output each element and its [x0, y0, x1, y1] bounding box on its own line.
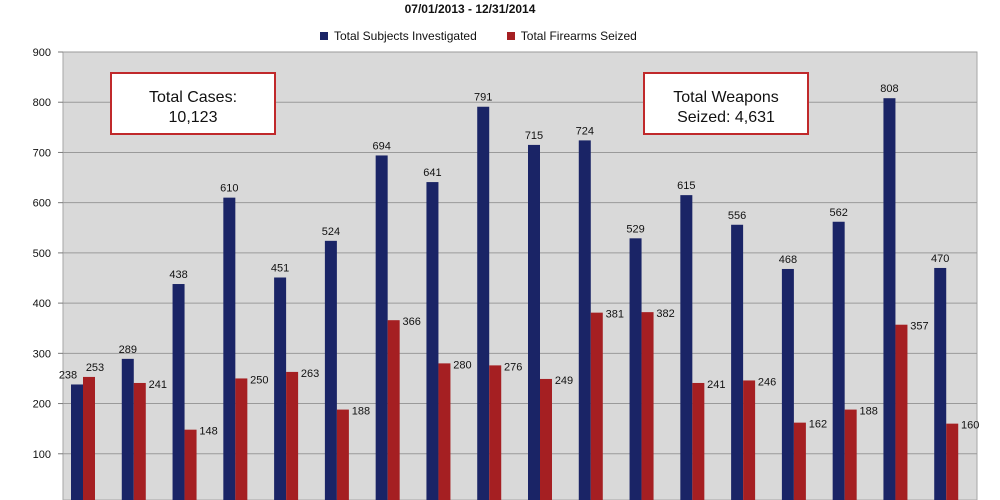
bar-subjects [121, 358, 134, 500]
data-label-subjects: 724 [576, 125, 594, 137]
bar-subjects [426, 182, 439, 500]
legend-item-firearms: Total Firearms Seized [506, 29, 637, 43]
bar-firearms [540, 378, 552, 500]
total-cases-label: Total Cases: [148, 89, 238, 106]
y-tick-label: 100 [33, 449, 51, 461]
data-label-subjects: 694 [372, 140, 390, 152]
total-cases-value: 10,123 [168, 109, 218, 126]
data-label-subjects: 808 [880, 83, 898, 95]
bar-subjects [883, 98, 896, 500]
data-label-firearms: 188 [859, 406, 877, 418]
data-label-subjects: 715 [525, 130, 543, 142]
bar-subjects [832, 221, 845, 500]
y-tick-label: 500 [33, 248, 51, 260]
y-tick-label: 300 [33, 348, 51, 360]
bar-subjects [172, 284, 185, 500]
data-label-firearms: 263 [301, 368, 319, 380]
bar-subjects [680, 195, 693, 500]
bar-firearms [438, 363, 451, 500]
data-label-subjects: 562 [829, 207, 847, 219]
bar-firearms [83, 376, 95, 500]
bar-firearms [489, 365, 502, 500]
data-label-subjects: 451 [271, 262, 289, 274]
bar-firearms [133, 382, 146, 500]
bar-firearms [184, 429, 197, 500]
data-label-firearms: 250 [250, 374, 268, 386]
bar-firearms [844, 409, 857, 500]
data-label-subjects: 438 [169, 269, 187, 281]
chart-legend: Total Subjects Investigated Total Firear… [320, 29, 637, 43]
total-weapons-label: Total Weapons [673, 89, 779, 106]
bar-subjects [781, 268, 794, 500]
y-tick-label: 200 [33, 399, 51, 411]
y-tick-label: 800 [33, 97, 51, 109]
data-label-subjects: 238 [59, 369, 77, 381]
bar-firearms [286, 371, 299, 500]
bar-subjects [223, 197, 236, 500]
bar-firearms [590, 312, 603, 500]
data-label-subjects: 468 [779, 254, 797, 266]
legend-item-subjects: Total Subjects Investigated [320, 29, 477, 43]
data-label-firearms: 253 [86, 362, 104, 374]
legend-label-firearms: Total Firearms Seized [520, 29, 637, 43]
legend-swatch-firearms [506, 32, 515, 40]
bar-subjects [324, 240, 337, 500]
data-label-subjects: 791 [474, 92, 492, 104]
bar-firearms [336, 409, 349, 500]
data-label-subjects: 615 [677, 180, 695, 192]
y-tick-label: 900 [33, 47, 51, 59]
bar-firearms [387, 320, 400, 500]
data-label-subjects: 556 [728, 210, 746, 222]
bar-firearms [743, 380, 756, 500]
bar-subjects [375, 155, 388, 500]
data-label-subjects: 524 [322, 226, 340, 238]
data-label-subjects: 289 [119, 344, 137, 356]
bar-subjects [731, 224, 744, 500]
bar-subjects [528, 144, 540, 500]
y-tick-label: 600 [33, 198, 51, 210]
data-label-subjects: 641 [423, 167, 441, 179]
total-weapons-callout: Total Weapons Seized: 4,631 [643, 72, 809, 135]
total-cases-callout: Total Cases: 10,123 [110, 72, 276, 135]
data-label-firearms: 249 [555, 375, 573, 387]
data-label-firearms: 382 [656, 308, 674, 320]
data-label-firearms: 366 [402, 316, 420, 328]
bar-firearms [895, 324, 908, 500]
bar-firearms [235, 378, 248, 500]
data-label-firearms: 188 [352, 406, 370, 418]
data-label-subjects: 529 [626, 223, 644, 235]
bar-subjects [578, 140, 591, 500]
data-label-firearms: 357 [910, 321, 928, 333]
data-label-firearms: 276 [504, 361, 522, 373]
bar-subjects [934, 267, 947, 500]
legend-label-subjects: Total Subjects Investigated [334, 29, 477, 43]
chart-subtitle: 07/01/2013 - 12/31/2014 [404, 2, 536, 16]
bar-firearms [793, 422, 806, 500]
bar-subjects [71, 384, 83, 500]
bar-firearms [946, 423, 959, 500]
bar-subjects [274, 277, 287, 500]
total-weapons-value: Seized: 4,631 [677, 109, 775, 126]
data-label-firearms: 280 [453, 359, 471, 371]
data-label-firearms: 148 [199, 426, 217, 438]
data-label-subjects: 610 [220, 183, 238, 195]
data-label-subjects: 470 [931, 253, 949, 265]
bar-subjects [629, 238, 642, 500]
bar-firearms [692, 382, 705, 500]
data-label-firearms: 246 [758, 376, 776, 388]
data-label-firearms: 162 [809, 419, 827, 431]
bar-subjects [477, 106, 490, 500]
y-tick-label: 700 [33, 147, 51, 159]
data-label-firearms: 381 [606, 309, 624, 321]
y-tick-label: 400 [33, 298, 51, 310]
bar-firearms [641, 312, 654, 500]
data-label-firearms: 241 [707, 379, 725, 391]
data-label-firearms: 160 [961, 420, 979, 432]
legend-swatch-subjects [320, 32, 328, 40]
data-label-firearms: 241 [149, 379, 167, 391]
